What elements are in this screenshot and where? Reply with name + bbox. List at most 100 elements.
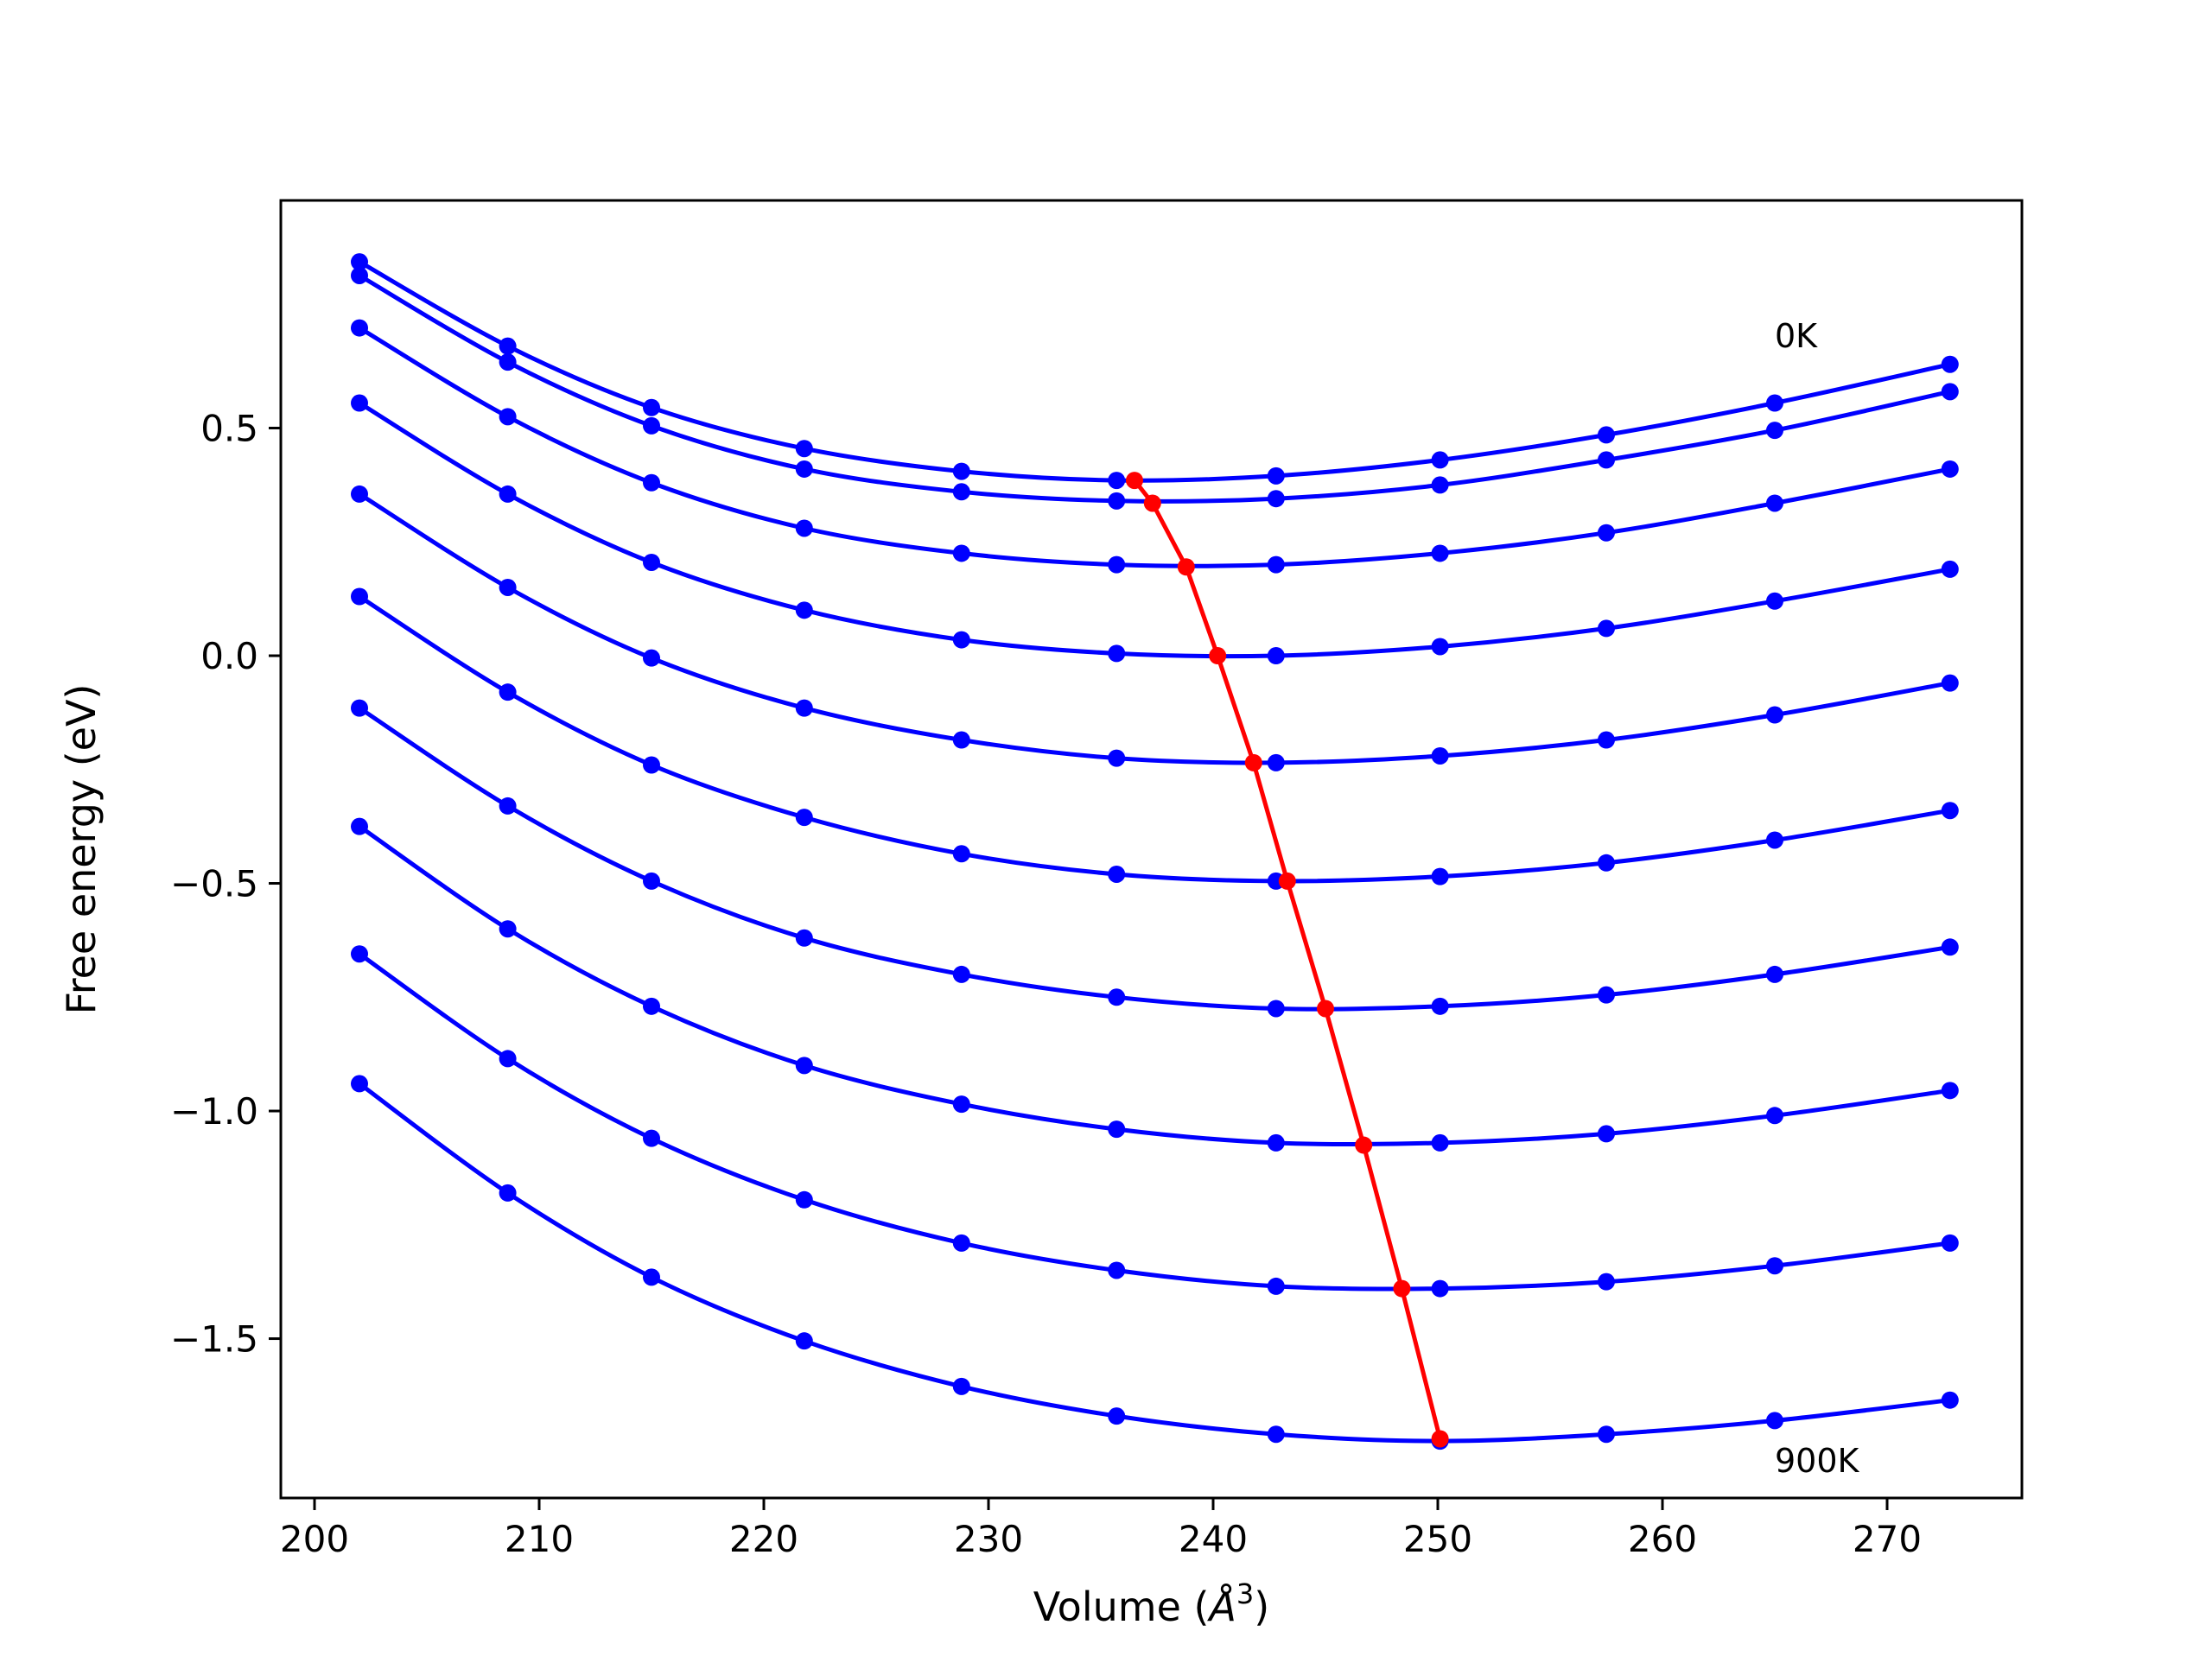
series-0-point-6 xyxy=(1267,467,1285,485)
minima-path-line xyxy=(1133,479,1443,1440)
plot-frame xyxy=(279,199,2024,1500)
series-9-point-2 xyxy=(643,1268,660,1286)
series-4-point-10 xyxy=(1941,674,1959,692)
series-3-point-3 xyxy=(795,601,813,619)
series-3-point-10 xyxy=(1941,560,1959,578)
series-6-point-7 xyxy=(1431,997,1449,1015)
series-0-point-3 xyxy=(795,440,813,458)
series-7-point-8 xyxy=(1598,1125,1615,1143)
series-3-point-5 xyxy=(1108,644,1126,663)
x-tick-label-200: 200 xyxy=(280,1518,349,1560)
series-2-point-6 xyxy=(1267,555,1285,574)
series-8-point-5 xyxy=(1108,1261,1126,1279)
series-2-point-7 xyxy=(1431,544,1449,562)
series-9-point-0 xyxy=(351,1075,368,1093)
series-7-point-7 xyxy=(1431,1133,1449,1152)
series-8-point-8 xyxy=(1598,1273,1615,1291)
y-axis-ticks: 0.5 0.0 −0.5 −1.0 −1.5 xyxy=(170,408,281,1361)
series-5-point-9 xyxy=(1766,831,1783,849)
series-6-point-1 xyxy=(499,797,517,815)
series-0-point-8 xyxy=(1598,426,1615,444)
series-7-point-10 xyxy=(1941,1082,1959,1100)
series-7-point-6 xyxy=(1267,1133,1285,1152)
x-axis-title-text: Volume ( xyxy=(1033,1584,1210,1630)
series-6-point-0 xyxy=(351,699,368,717)
minima-point-2 xyxy=(1177,558,1195,576)
series-8-point-3 xyxy=(795,1190,813,1209)
series-1-point-3 xyxy=(795,460,813,478)
series-9-point-6 xyxy=(1267,1425,1285,1444)
series-4-point-9 xyxy=(1766,706,1783,724)
series-6-point-10 xyxy=(1941,938,1959,956)
y-axis-title: Free energy (eV) xyxy=(58,684,105,1015)
series-9-point-4 xyxy=(952,1377,970,1395)
series-7-point-4 xyxy=(952,1095,970,1114)
curve-annotation-0: 0K xyxy=(1775,317,1818,355)
y-tick-label-3: −1.0 xyxy=(170,1090,258,1133)
series-2-point-10 xyxy=(1941,460,1959,478)
plot-marks xyxy=(351,253,1959,1450)
series-4-point-2 xyxy=(643,649,660,667)
series-5-point-0 xyxy=(351,587,368,606)
x-tick-label-270: 270 xyxy=(1853,1518,1922,1560)
series-2-point-1 xyxy=(499,408,517,426)
series-6-point-8 xyxy=(1598,986,1615,1004)
series-8-point-4 xyxy=(952,1234,970,1252)
series-9-point-10 xyxy=(1941,1391,1959,1409)
x-tick-label-220: 220 xyxy=(729,1518,798,1560)
series-1-point-2 xyxy=(643,416,660,435)
series-9-point-5 xyxy=(1108,1407,1126,1425)
series-8-point-1 xyxy=(499,1050,517,1068)
series-4-point-0 xyxy=(351,485,368,503)
series-0-point-4 xyxy=(952,462,970,480)
minima-point-9 xyxy=(1431,1430,1449,1448)
series-6-point-4 xyxy=(952,965,970,983)
series-5-point-2 xyxy=(643,756,660,774)
series-9-point-3 xyxy=(795,1332,813,1350)
curve-annotations: 0K 900K xyxy=(1775,317,1860,1480)
x-axis-title: Volume (Å3) xyxy=(1033,1577,1269,1630)
series-4-point-6 xyxy=(1267,753,1285,771)
series-5-point-7 xyxy=(1431,867,1449,885)
series-1-point-5 xyxy=(1108,492,1126,510)
x-axis-title-symbol: Å xyxy=(1206,1584,1236,1630)
x-tick-label-240: 240 xyxy=(1179,1518,1248,1560)
series-3-point-4 xyxy=(952,631,970,649)
series-7-point-5 xyxy=(1108,1120,1126,1139)
series-3-point-6 xyxy=(1267,647,1285,665)
series-5-point-8 xyxy=(1598,854,1615,872)
series-8-point-6 xyxy=(1267,1277,1285,1295)
series-3-point-2 xyxy=(643,553,660,571)
series-4-point-3 xyxy=(795,699,813,717)
series-7-point-3 xyxy=(795,1057,813,1075)
x-axis-title-exponent: 3 xyxy=(1236,1577,1254,1610)
series-5-point-5 xyxy=(1108,865,1126,883)
x-axis-title-close: ) xyxy=(1254,1584,1269,1630)
y-tick-label-2: −0.5 xyxy=(170,863,258,905)
series-2-point-9 xyxy=(1766,494,1783,512)
x-tick-label-210: 210 xyxy=(505,1518,574,1560)
series-5-point-4 xyxy=(952,845,970,863)
series-1-point-9 xyxy=(1766,422,1783,440)
series-2-point-3 xyxy=(795,519,813,537)
series-8-point-10 xyxy=(1941,1234,1959,1252)
series-0-point-1 xyxy=(499,337,517,355)
minima-point-5 xyxy=(1278,872,1296,890)
series-2-point-5 xyxy=(1108,555,1126,574)
series-7-point-0 xyxy=(351,817,368,835)
series-7-point-9 xyxy=(1766,1107,1783,1125)
series-0-point-2 xyxy=(643,398,660,416)
x-tick-label-230: 230 xyxy=(954,1518,1023,1560)
series-4-point-4 xyxy=(952,731,970,749)
series-0-point-7 xyxy=(1431,451,1449,469)
series-6-point-6 xyxy=(1267,1000,1285,1018)
y-tick-label-4: −1.5 xyxy=(170,1318,258,1361)
series-5-point-3 xyxy=(795,809,813,827)
minima-point-7 xyxy=(1355,1136,1373,1154)
series-4-point-1 xyxy=(499,578,517,596)
series-6-point-3 xyxy=(795,929,813,947)
minima-point-1 xyxy=(1143,494,1161,512)
series-0-point-0 xyxy=(351,253,368,271)
